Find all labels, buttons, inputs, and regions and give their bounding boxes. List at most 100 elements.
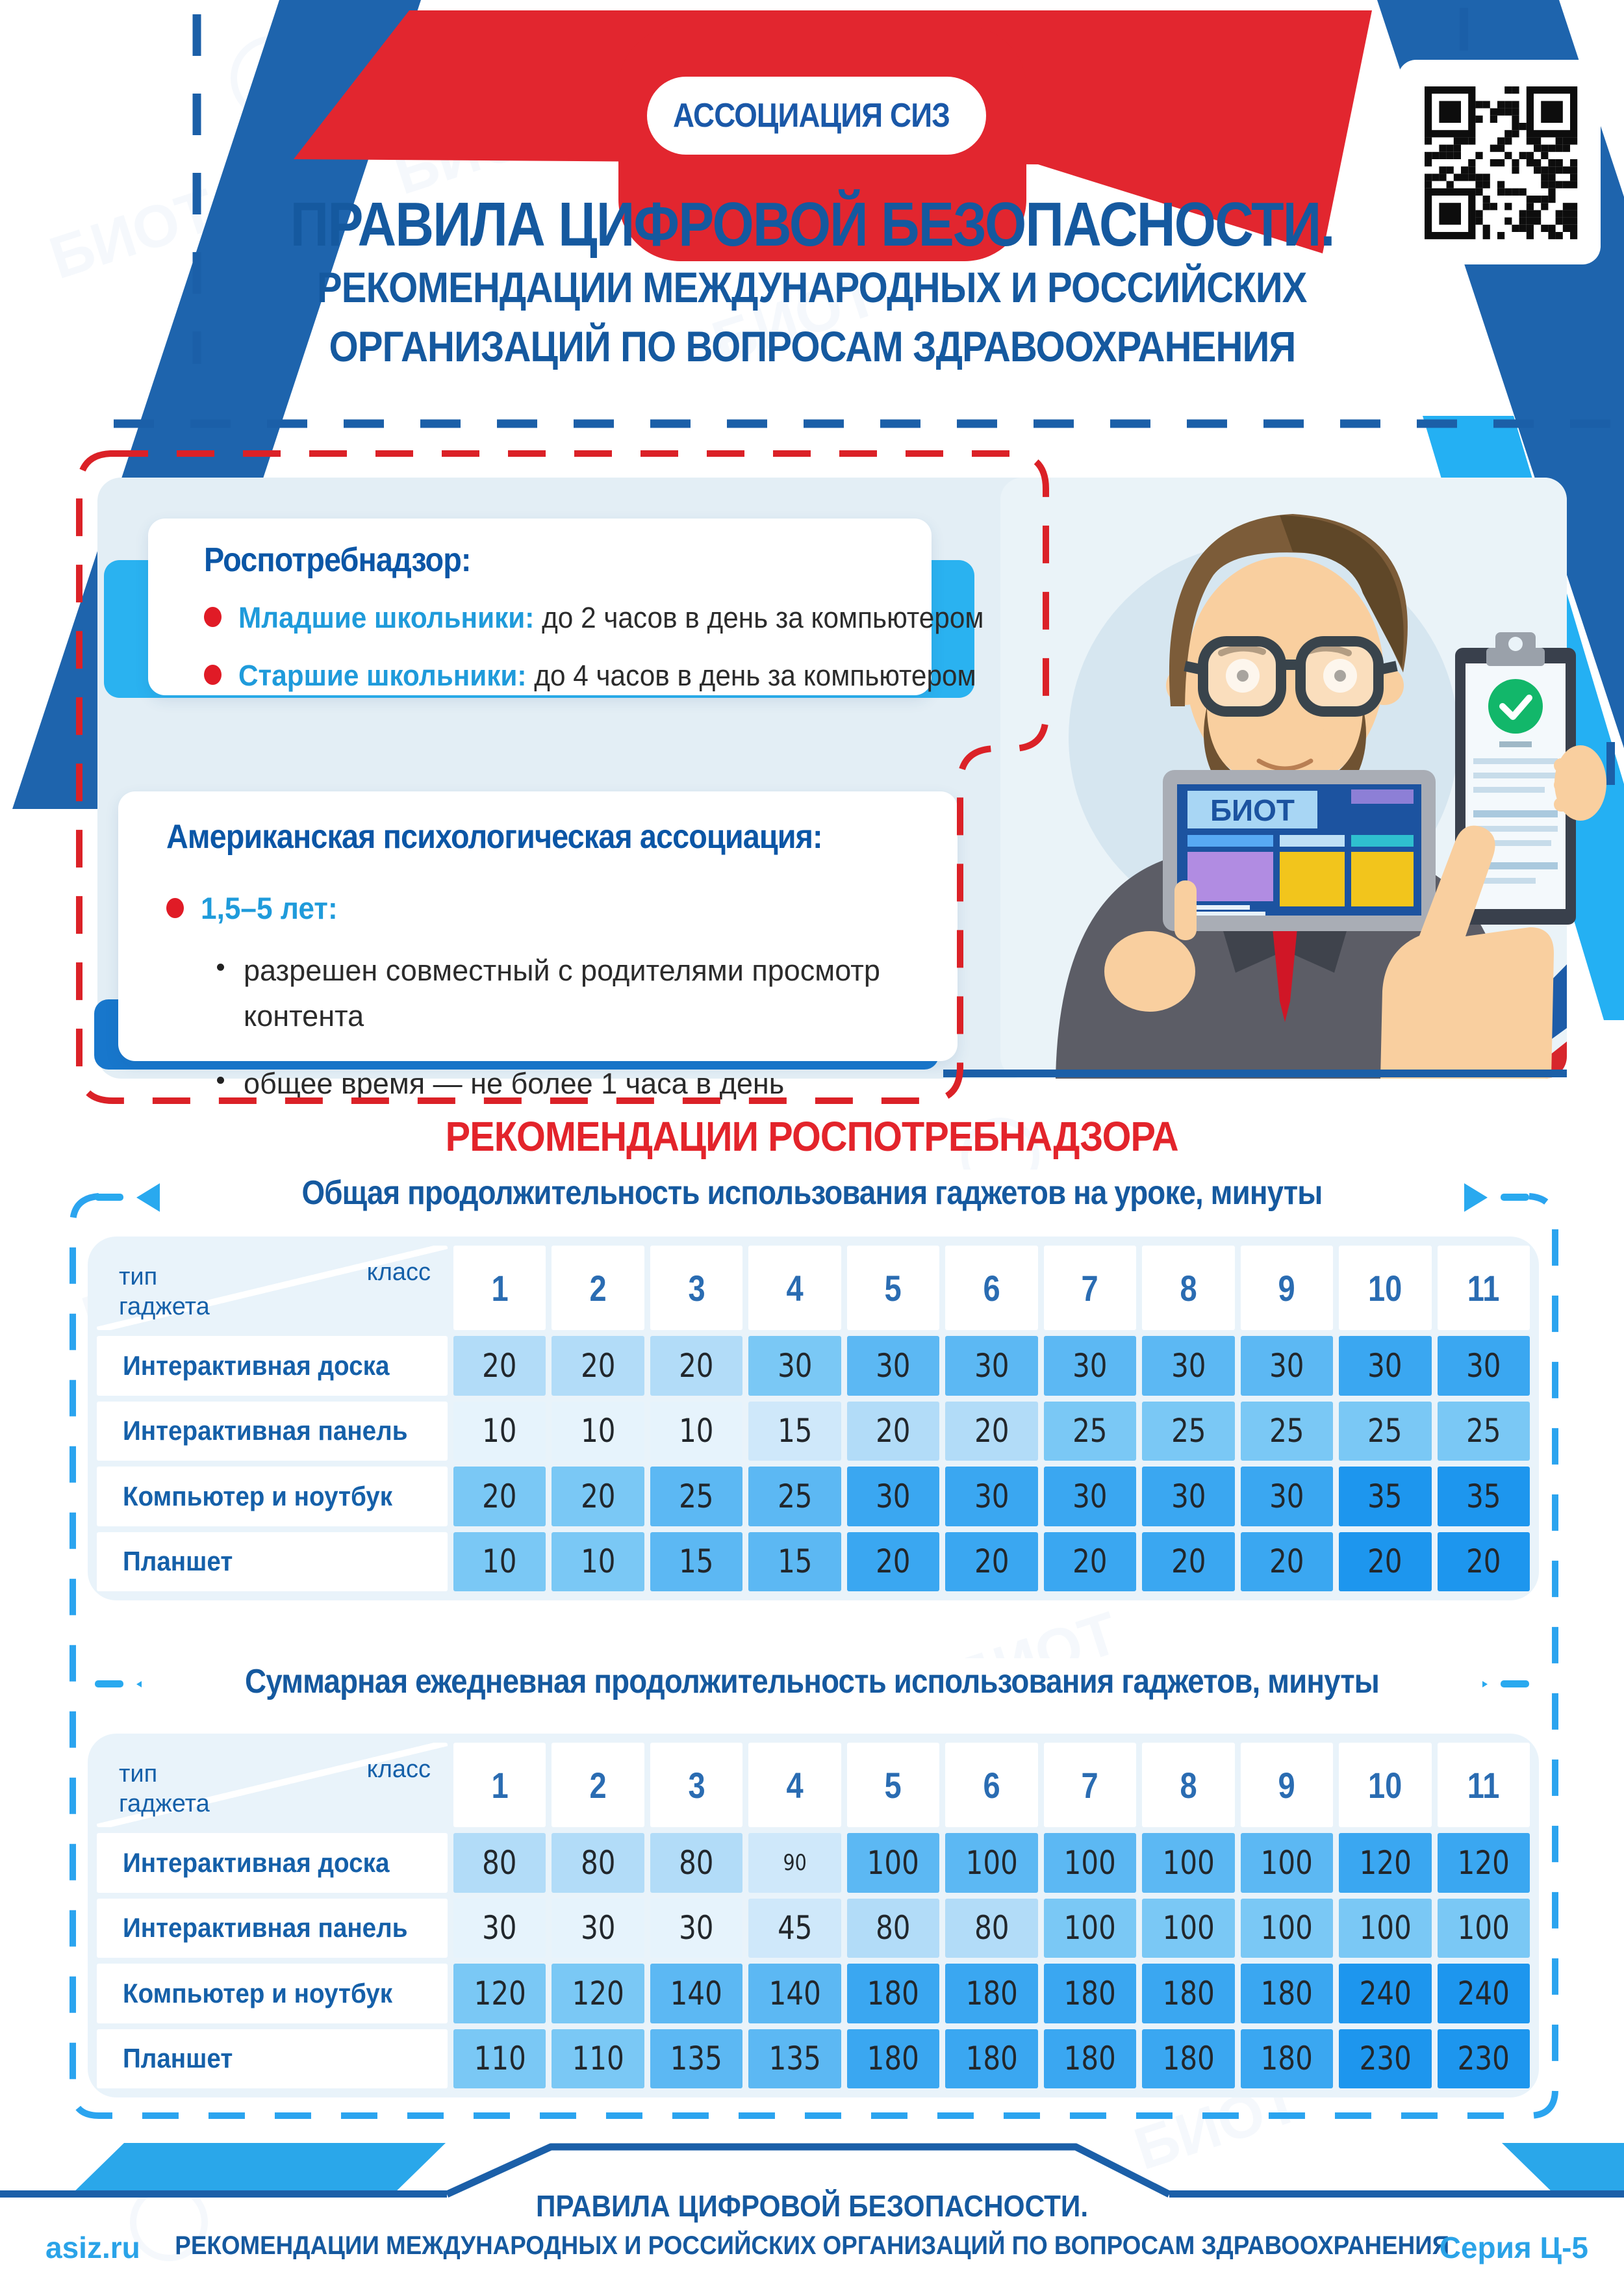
- column-header: 2: [552, 1246, 644, 1330]
- row-label: Планшет: [97, 1532, 448, 1591]
- table-cell: 100: [1339, 1898, 1432, 1958]
- bullet-text: до 4 часов в день за компьютером: [526, 658, 976, 692]
- table-cell: 30: [846, 1336, 940, 1396]
- bullet-label: Старшие школьники:: [238, 658, 527, 692]
- tablet-label: БИОТ: [1210, 793, 1295, 827]
- table-cell: 25: [650, 1467, 743, 1526]
- table-cell: 15: [748, 1532, 841, 1591]
- table-cell: 30: [1240, 1336, 1334, 1396]
- hand: [1554, 745, 1606, 821]
- table-cell: 25: [1339, 1401, 1432, 1461]
- table-cell: 15: [748, 1401, 841, 1461]
- table-cell: 240: [1437, 1964, 1530, 2023]
- table-cell: 20: [552, 1467, 644, 1526]
- column-header: 3: [650, 1743, 743, 1827]
- table-cell: 180: [1142, 2029, 1235, 2088]
- row-label: Интерактивная доска: [97, 1833, 448, 1893]
- bullet-label: Младшие школьники:: [238, 601, 535, 634]
- table-cell: 230: [1339, 2029, 1432, 2088]
- table2-title: Суммарная ежедневная продолжительность и…: [142, 1658, 1482, 1705]
- table-cell: 20: [846, 1401, 940, 1461]
- table-cell: 30: [1142, 1467, 1235, 1526]
- table1-title: Общая продолжительность использования га…: [206, 1170, 1418, 1216]
- table-corner-cell: тип гаджета класс: [97, 1246, 448, 1330]
- list-item: разрешен совместный с родителями просмот…: [217, 948, 932, 1039]
- table-cell: 30: [748, 1336, 841, 1396]
- row-label: Интерактивная панель: [97, 1401, 448, 1461]
- column-header: 5: [846, 1743, 940, 1827]
- column-header: 2: [552, 1743, 644, 1827]
- table-cell: 30: [1142, 1336, 1235, 1396]
- column-header: 7: [1043, 1743, 1137, 1827]
- table-cell: 30: [453, 1898, 546, 1958]
- bullet-icon: [204, 664, 222, 685]
- table-cell: 100: [1240, 1898, 1334, 1958]
- footer-subtitle: РЕКОМЕНДАЦИИ МЕЖДУНАРОДНЫХ И РОССИЙСКИХ …: [175, 2231, 1449, 2260]
- table-cell: 10: [453, 1532, 546, 1591]
- table-cell: 120: [453, 1964, 546, 2023]
- table-cell: 20: [650, 1336, 743, 1396]
- table-cell: 100: [846, 1833, 940, 1893]
- illustration: БИОТ: [1000, 478, 1606, 1079]
- logo: ИЗ АССОЦИАЦИЯ СИЗ: [647, 77, 986, 155]
- table-cell: 180: [1142, 1964, 1235, 2023]
- table-corner-cell: тип гаджета класс: [97, 1743, 448, 1827]
- table-cell: 30: [846, 1467, 940, 1526]
- pointing-hand: [1380, 825, 1554, 1079]
- age-label: 1,5–5 лет:: [201, 891, 338, 925]
- column-header: 5: [846, 1246, 940, 1330]
- table-cell: 20: [453, 1336, 546, 1396]
- table-cell: 180: [945, 2029, 1038, 2088]
- table-cell: 80: [945, 1898, 1038, 1958]
- column-header: 9: [1240, 1246, 1334, 1330]
- table-cell: 30: [1240, 1467, 1334, 1526]
- table-cell: 100: [1240, 1833, 1334, 1893]
- card2-heading: Американская психологическая ассоциация:: [166, 818, 823, 856]
- table-cell: 20: [552, 1336, 644, 1396]
- footer-series-badge: Серия Ц-5: [1439, 2231, 1588, 2264]
- sub-bullet-text: общее время — не более 1 часа в день: [244, 1066, 785, 1100]
- sub-bullet-list: разрешен совместный с родителями просмот…: [217, 948, 932, 1106]
- table-cell: 100: [1142, 1898, 1235, 1958]
- bullet-icon: [166, 898, 184, 918]
- table-cell: 35: [1437, 1467, 1530, 1526]
- list-item: общее время — не более 1 часа в день: [217, 1061, 932, 1107]
- table-cell: 20: [1142, 1532, 1235, 1591]
- row-label: Интерактивная доска: [97, 1336, 448, 1396]
- sub-bullet-icon: [217, 1076, 224, 1084]
- sub-bullet-text: разрешен совместный с родителями просмот…: [244, 954, 880, 1032]
- table-cell: 100: [1043, 1898, 1137, 1958]
- table-cell: 100: [945, 1833, 1038, 1893]
- table-cell: 30: [1339, 1336, 1432, 1396]
- table-cell: 140: [748, 1964, 841, 2023]
- card-rospotrebnadzor: Роспотребнадзор: Младшие школьники: до 2…: [148, 519, 983, 695]
- logo-text: АССОЦИАЦИЯ СИЗ: [673, 97, 950, 135]
- table-cell: 20: [1437, 1532, 1530, 1591]
- table-cell: 180: [1240, 1964, 1334, 2023]
- column-header: 4: [748, 1246, 841, 1330]
- table-cell: 135: [650, 2029, 743, 2088]
- table-cell: 180: [945, 1964, 1038, 2023]
- column-header: 9: [1240, 1743, 1334, 1827]
- title-line3: ОРГАНИЗАЦИЙ ПО ВОПРОСАМ ЗДРАВООХРАНЕНИЯ: [329, 322, 1296, 370]
- table-cell: 140: [650, 1964, 743, 2023]
- list-item: Старшие школьники: до 4 часов в день за …: [204, 657, 976, 695]
- table-cell: 20: [846, 1532, 940, 1591]
- table-cell: 90: [748, 1833, 841, 1893]
- table-cell: 30: [650, 1898, 743, 1958]
- table-cell: 80: [650, 1833, 743, 1893]
- table-cell: 35: [1339, 1467, 1432, 1526]
- table-cell: 10: [650, 1401, 743, 1461]
- table-cell: 180: [846, 2029, 940, 2088]
- table-cell: 100: [1437, 1898, 1530, 1958]
- card1-heading: Роспотребнадзор:: [204, 541, 471, 579]
- column-header: 4: [748, 1743, 841, 1827]
- table-cell: 80: [453, 1833, 546, 1893]
- column-header: 3: [650, 1246, 743, 1330]
- bullet-text: до 2 часов в день за компьютером: [534, 601, 984, 634]
- table-gadgets-lesson: тип гаджета класс 1 2 3 4 5 6 7 8 9 10 11 Интерактивн…: [88, 1237, 1539, 1600]
- table-cell: 120: [1339, 1833, 1432, 1893]
- hand: [1104, 931, 1195, 1012]
- table-cell: 120: [1437, 1833, 1530, 1893]
- table-cell: 25: [1142, 1401, 1235, 1461]
